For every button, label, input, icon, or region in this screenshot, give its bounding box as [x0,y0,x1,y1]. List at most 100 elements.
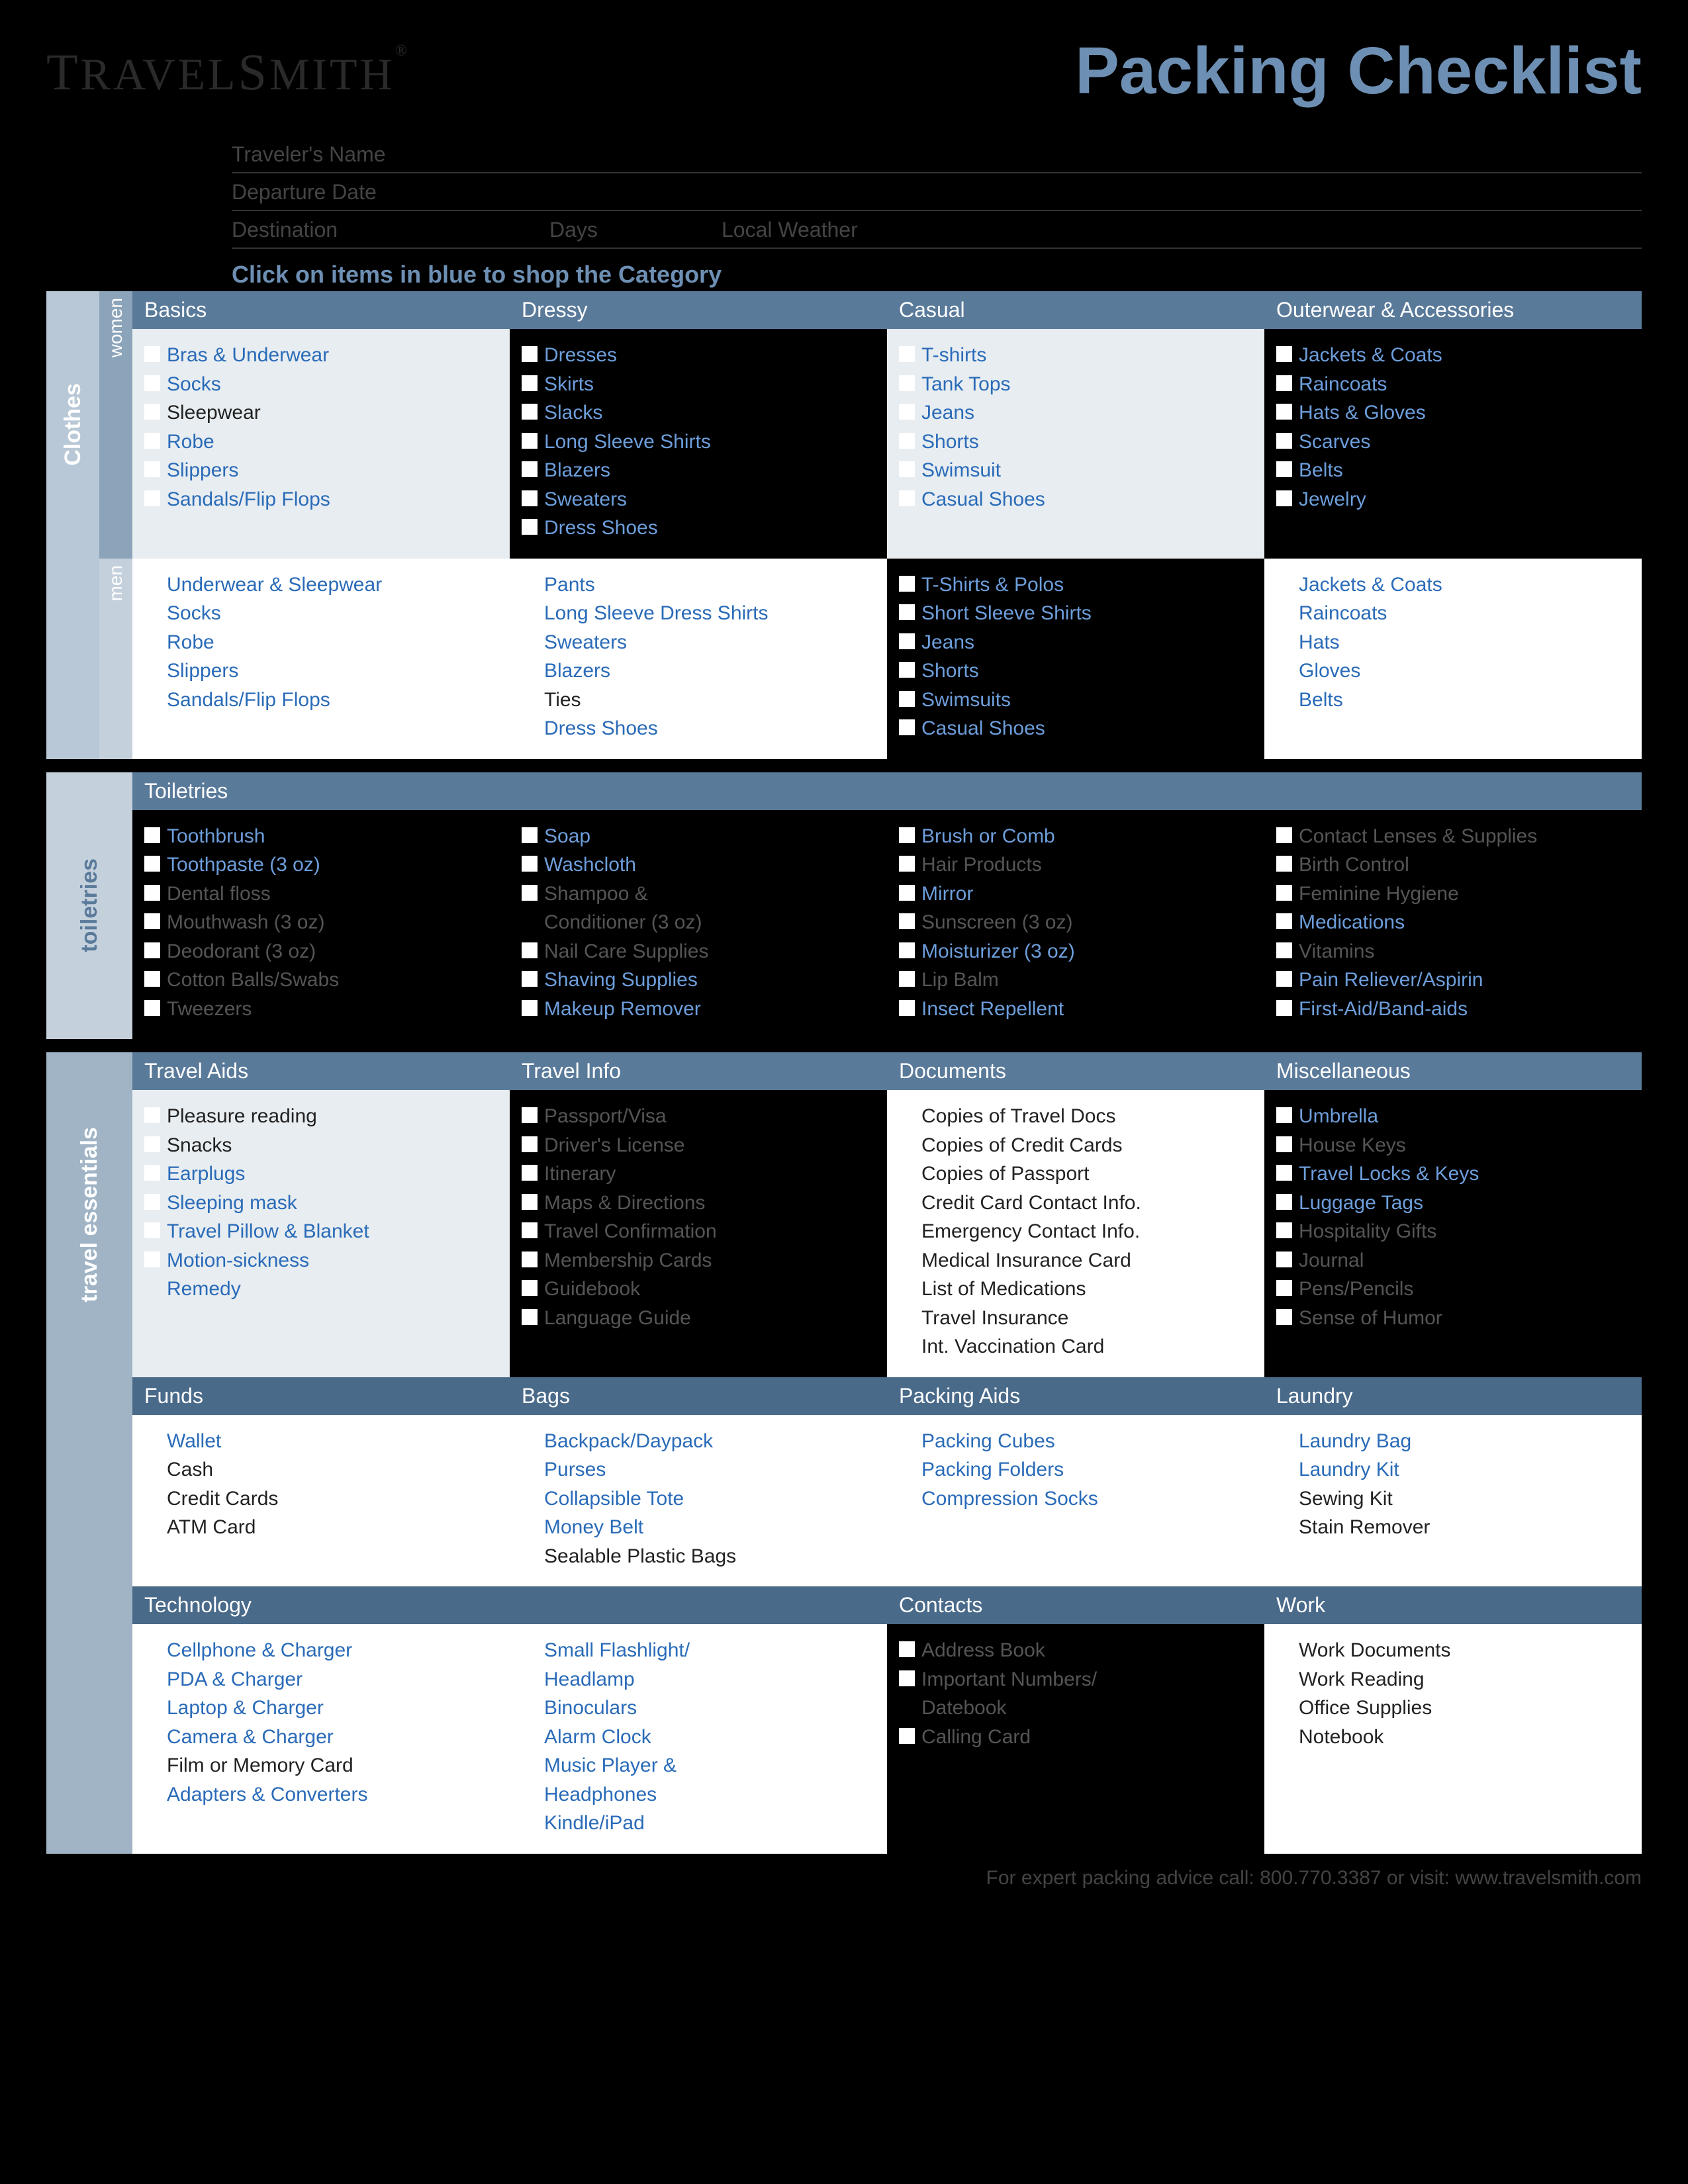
checklist-item[interactable]: Notebook [1276,1723,1630,1752]
item-label[interactable]: Brush or Comb [921,822,1252,851]
checkbox-icon[interactable] [899,827,915,843]
item-label[interactable]: Shorts [921,657,1252,686]
item-label[interactable]: Jeans [921,398,1252,428]
checklist-item[interactable]: Work Documents [1276,1636,1630,1665]
checkbox-icon[interactable] [144,1490,160,1506]
checklist-item[interactable]: PDA & Charger [144,1665,498,1694]
item-label[interactable]: Dress Shoes [544,514,875,543]
checklist-item[interactable]: Kindle/iPad [522,1809,875,1838]
checkbox-icon[interactable] [899,576,915,592]
checklist-item[interactable]: Snacks [144,1131,498,1160]
item-label[interactable]: Packing Folders [921,1455,1252,1484]
checklist-item[interactable]: Bras & Underwear [144,341,498,370]
checklist-item[interactable]: Dress Shoes [522,714,875,743]
item-label[interactable]: Blazers [544,456,875,485]
checklist-item[interactable]: Emergency Contact Info. [899,1217,1252,1246]
checklist-item[interactable]: Wallet [144,1427,498,1456]
checklist-item[interactable]: Jackets & Coats [1276,341,1630,370]
checklist-item[interactable]: Toothbrush [144,822,498,851]
checkbox-icon[interactable] [522,1728,538,1744]
checklist-item[interactable]: Swimsuits [899,686,1252,715]
checklist-item[interactable]: Short Sleeve Shirts [899,599,1252,628]
checkbox-icon[interactable] [899,1490,915,1506]
item-label[interactable]: Insect Repellent [921,995,1252,1024]
checklist-item[interactable]: Soap [522,822,875,851]
item-label[interactable]: Slacks [544,398,875,428]
checkbox-icon[interactable] [1276,1670,1292,1686]
checklist-item[interactable]: Purses [522,1455,875,1484]
checkbox-icon[interactable] [899,1280,915,1296]
checklist-item[interactable]: Maps & Directions [522,1189,875,1218]
checkbox-icon[interactable] [899,856,915,872]
checkbox-icon[interactable] [522,885,538,901]
checklist-item[interactable]: Long Sleeve Dress Shirts [522,599,875,628]
checklist-item[interactable]: Socks [144,370,498,399]
checklist-item[interactable]: Travel Insurance [899,1304,1252,1333]
checklist-item[interactable]: Belts [1276,686,1630,715]
checklist-item[interactable]: Int. Vaccination Card [899,1332,1252,1361]
checklist-item[interactable]: Travel Locks & Keys [1276,1160,1630,1189]
checklist-item[interactable]: Hospitality Gifts [1276,1217,1630,1246]
checklist-item[interactable]: Shampoo & [522,880,875,909]
checkbox-icon[interactable] [1276,1194,1292,1210]
checklist-item[interactable]: Adapters & Converters [144,1780,498,1809]
checklist-item[interactable]: Pain Reliever/Aspirin [1276,966,1630,995]
checklist-item[interactable]: Cash [144,1455,498,1484]
item-label[interactable]: Money Belt [544,1513,875,1542]
checkbox-icon[interactable] [144,433,160,449]
checkbox-icon[interactable] [144,490,160,506]
checkbox-icon[interactable] [1276,1165,1292,1181]
field-weather[interactable]: Local Weather [722,218,858,242]
item-label[interactable]: Toothbrush [167,822,498,851]
checkbox-icon[interactable] [899,691,915,707]
checklist-item[interactable]: Conditioner (3 oz) [522,908,875,937]
item-label[interactable]: Swimsuit [921,456,1252,485]
checkbox-icon[interactable] [144,461,160,477]
item-label[interactable]: Laundry Kit [1299,1455,1630,1484]
item-label[interactable]: Motion-sickness [167,1246,498,1275]
checkbox-icon[interactable] [899,1107,915,1123]
item-label[interactable]: Sandals/Flip Flops [167,485,498,514]
checkbox-icon[interactable] [899,1000,915,1016]
checklist-item[interactable]: Packing Cubes [899,1427,1252,1456]
checklist-item[interactable]: Skirts [522,370,875,399]
item-label[interactable]: Slippers [167,657,498,686]
checkbox-icon[interactable] [1276,461,1292,477]
checkbox-icon[interactable] [899,461,915,477]
checklist-item[interactable]: Long Sleeve Shirts [522,428,875,457]
checklist-item[interactable]: Headlamp [522,1665,875,1694]
checkbox-icon[interactable] [144,913,160,929]
checkbox-icon[interactable] [522,1490,538,1506]
checklist-item[interactable]: Hair Products [899,850,1252,880]
checklist-item[interactable]: Datebook [899,1694,1252,1723]
checkbox-icon[interactable] [144,1194,160,1210]
checkbox-icon[interactable] [899,942,915,958]
checkbox-icon[interactable] [522,576,538,592]
checkbox-icon[interactable] [522,827,538,843]
item-label[interactable]: Sleeping mask [167,1189,498,1218]
checklist-item[interactable]: Headphones [522,1780,875,1809]
checklist-item[interactable]: Socks [144,599,498,628]
checkbox-icon[interactable] [144,1432,160,1448]
checkbox-icon[interactable] [1276,633,1292,649]
checklist-item[interactable]: Deodorant (3 oz) [144,937,498,966]
checkbox-icon[interactable] [144,375,160,391]
checklist-item[interactable]: Feminine Hygiene [1276,880,1630,909]
item-label[interactable]: T-shirts [921,341,1252,370]
checkbox-icon[interactable] [1276,913,1292,929]
checklist-item[interactable]: Sweaters [522,485,875,514]
checklist-item[interactable]: Music Player & [522,1751,875,1780]
checklist-item[interactable]: Itinerary [522,1160,875,1189]
checkbox-icon[interactable] [144,1641,160,1657]
checklist-item[interactable]: Hats & Gloves [1276,398,1630,428]
item-label[interactable]: Robe [167,428,498,457]
checkbox-icon[interactable] [522,1107,538,1123]
item-label[interactable]: Luggage Tags [1299,1189,1630,1218]
checklist-item[interactable]: Money Belt [522,1513,875,1542]
checkbox-icon[interactable] [522,1547,538,1563]
item-label[interactable]: Packing Cubes [921,1427,1252,1456]
checklist-item[interactable]: Gloves [1276,657,1630,686]
item-label[interactable]: Sweaters [544,485,875,514]
checklist-item[interactable]: Stain Remover [1276,1513,1630,1542]
checklist-item[interactable]: Blazers [522,456,875,485]
